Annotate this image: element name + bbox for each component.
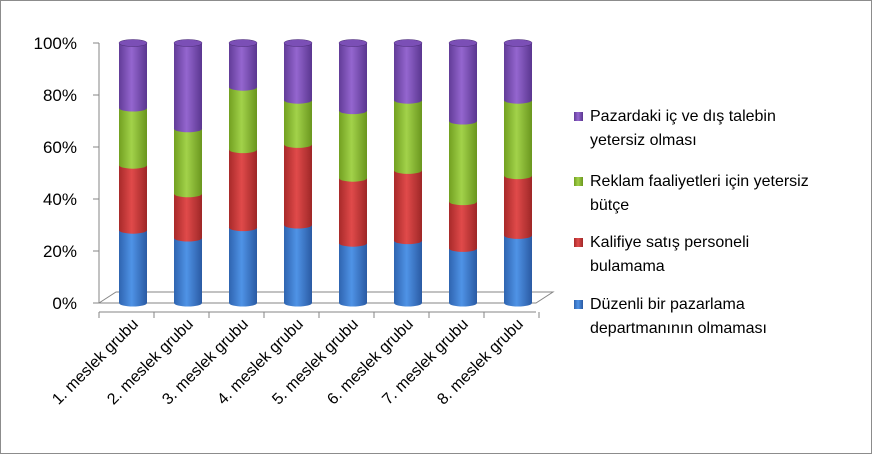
bar-segment [229,43,257,91]
bar-segment [119,108,147,169]
bar-segment [394,100,422,174]
y-tick-label: 100% [34,34,77,53]
bar-top-cap [228,39,258,47]
bar-segment [339,110,367,182]
legend-item: Düzenli bir pazarlama departmanının olmam… [574,296,767,337]
bar-segment [229,227,257,307]
bar-segment [504,175,532,239]
legend-swatch [574,112,583,121]
bar-segment [394,170,422,245]
chart-floor [97,291,555,304]
legend-swatch [574,300,583,309]
legend-item: Pazardaki iç ve dış talebin yetersiz olma… [574,108,776,149]
legend-label: Düzenli bir pazarlama departmanının olmam… [590,296,767,337]
bar-segment [504,235,532,307]
legend-label: Kalifiye satış personeli bulamama [590,234,749,275]
bar-segment [284,225,312,307]
bar-segment [449,248,477,307]
legend-item: Reklam faaliyetleri için yetersiz bütçe [574,173,809,214]
bar-top-cap [338,39,368,47]
bar-segment [394,43,422,104]
bar-segment [174,128,202,198]
y-tick-label: 80% [43,86,77,105]
bar-segment [504,43,532,104]
bar-top-cap [393,39,423,47]
bar-top-cap [283,39,313,47]
bar-segment [229,87,257,154]
bar-top-cap [448,39,478,47]
bar-segment [119,43,147,112]
legend-item: Kalifiye satış personeli bulamama [574,234,749,275]
bar-segment [119,230,147,307]
bar-segment [449,201,477,252]
bar-segment [449,43,477,125]
bar-segment [449,121,477,206]
bar-segment [174,43,202,133]
bar-top-cap [503,39,533,47]
y-tick-label: 0% [52,294,77,313]
legend-label: Pazardaki iç ve dış talebin yetersiz olma… [590,108,776,149]
legend-swatch [574,177,583,186]
bar-segment [174,238,202,307]
bar-top-cap [118,39,148,47]
bar-segment [119,165,147,234]
bar-segment [174,193,202,242]
bar-segment [229,149,257,232]
bar-segment [339,178,367,247]
legend-label: Reklam faaliyetleri için yetersiz bütçe [590,173,809,214]
legend-swatch [574,238,583,247]
bar-segment [284,43,312,104]
y-tick-label: 20% [43,242,77,261]
bar-segment [284,100,312,148]
bar-top-cap [173,39,203,47]
y-tick-label: 60% [43,138,77,157]
bar-segment [339,243,367,307]
bar-segment [394,240,422,307]
bar-segment [339,43,367,115]
bar-segment [284,144,312,229]
bar-segment [504,100,532,180]
y-tick-label: 40% [43,190,77,209]
